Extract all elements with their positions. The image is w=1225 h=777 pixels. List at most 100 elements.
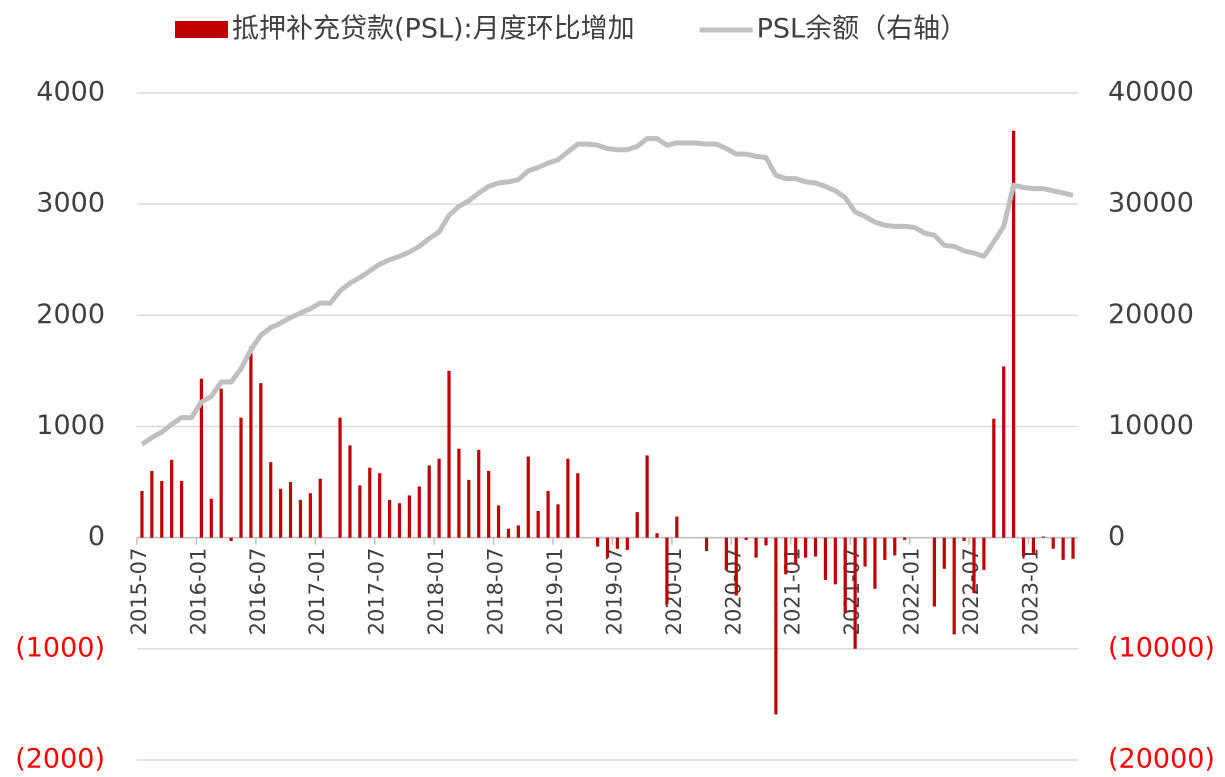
y-tick-label: 4000 [36, 77, 105, 108]
bar [893, 537, 897, 556]
y-tick-label: (1000) [15, 632, 105, 663]
bar [1071, 537, 1075, 559]
bar [605, 537, 610, 558]
y-tick-label: 2000 [36, 299, 105, 330]
bar [348, 445, 352, 538]
x-tick-label: 2017-07 [365, 548, 389, 636]
bar [378, 473, 382, 538]
bar [1021, 537, 1026, 557]
bar [734, 537, 738, 596]
bar [1031, 537, 1036, 555]
bar [794, 537, 798, 565]
y2-tick-label: 0 [1108, 521, 1125, 552]
bar [1061, 537, 1065, 560]
bar [704, 537, 709, 552]
y2-tick-label: (10000) [1108, 632, 1215, 663]
bar [982, 537, 986, 570]
y2-tick-label: 20000 [1108, 299, 1194, 330]
bar [1051, 537, 1055, 549]
bar [724, 537, 728, 570]
bar [655, 533, 659, 538]
bar [179, 480, 184, 538]
x-tick-label: 2019-01 [543, 548, 567, 636]
x-tick-label: 2022-07 [959, 548, 983, 636]
bar [1041, 536, 1045, 538]
y-tick-label: 0 [88, 521, 105, 552]
bar [239, 417, 243, 538]
bar [853, 537, 857, 649]
bar [447, 370, 451, 538]
bar [675, 516, 679, 538]
bar [576, 473, 580, 538]
bar [427, 465, 431, 538]
x-tick-label: 2015-07 [127, 548, 151, 636]
y-tick-label: 1000 [36, 410, 105, 441]
bar [269, 462, 273, 538]
y2-tick-label: (20000) [1108, 744, 1215, 775]
x-tick-label: 2019-07 [602, 548, 626, 636]
bar [526, 456, 530, 538]
y-tick-label: 3000 [36, 188, 105, 219]
bar [407, 495, 411, 538]
x-tick-label: 2016-01 [186, 548, 210, 636]
bar [635, 512, 639, 538]
bar [516, 525, 520, 538]
x-tick-label: 2023-01 [1018, 548, 1042, 636]
bar [833, 537, 837, 585]
y2-tick-label: 10000 [1108, 410, 1194, 441]
bar [477, 449, 481, 538]
y-tick-label: (2000) [15, 744, 105, 775]
bar [170, 459, 174, 538]
bar [368, 467, 372, 538]
bar [1012, 130, 1016, 538]
bar [764, 537, 768, 546]
x-tick-label: 2017-01 [305, 548, 329, 636]
bar [932, 537, 936, 607]
bar [823, 537, 828, 580]
bar [298, 499, 303, 538]
bar [883, 537, 887, 560]
bar [952, 537, 956, 635]
bar [784, 537, 788, 575]
bar [150, 470, 154, 538]
bar [992, 418, 996, 538]
bar [437, 458, 441, 538]
bar [645, 455, 649, 538]
bar [209, 498, 213, 538]
x-tick-label: 2018-07 [484, 548, 508, 636]
bar [615, 537, 620, 549]
bar [467, 479, 471, 538]
bar [665, 537, 669, 605]
bar [506, 528, 511, 538]
x-tick-label: 2016-07 [246, 548, 270, 636]
bar [942, 537, 946, 569]
bar [249, 346, 253, 538]
bar [288, 482, 293, 538]
bar [972, 537, 976, 594]
bar [1002, 366, 1006, 538]
bar [259, 383, 263, 538]
bar [358, 485, 362, 538]
bar [338, 417, 342, 538]
bar [496, 505, 501, 538]
line [140, 136, 1074, 447]
bar [199, 378, 203, 538]
bar [625, 537, 629, 550]
bar [487, 470, 491, 538]
bar [417, 486, 421, 538]
bar [804, 537, 808, 558]
bar [308, 493, 312, 538]
bar [962, 537, 966, 542]
bar [536, 510, 540, 538]
bar [457, 448, 461, 538]
bar [595, 537, 600, 547]
y2-tick-label: 30000 [1108, 188, 1194, 219]
bar [387, 499, 392, 538]
bar [754, 537, 758, 558]
x-tick-label: 2018-01 [424, 548, 448, 636]
bar [279, 488, 283, 538]
x-tick-label: 2022-01 [900, 548, 924, 636]
bar [873, 537, 877, 589]
bar [397, 503, 402, 538]
